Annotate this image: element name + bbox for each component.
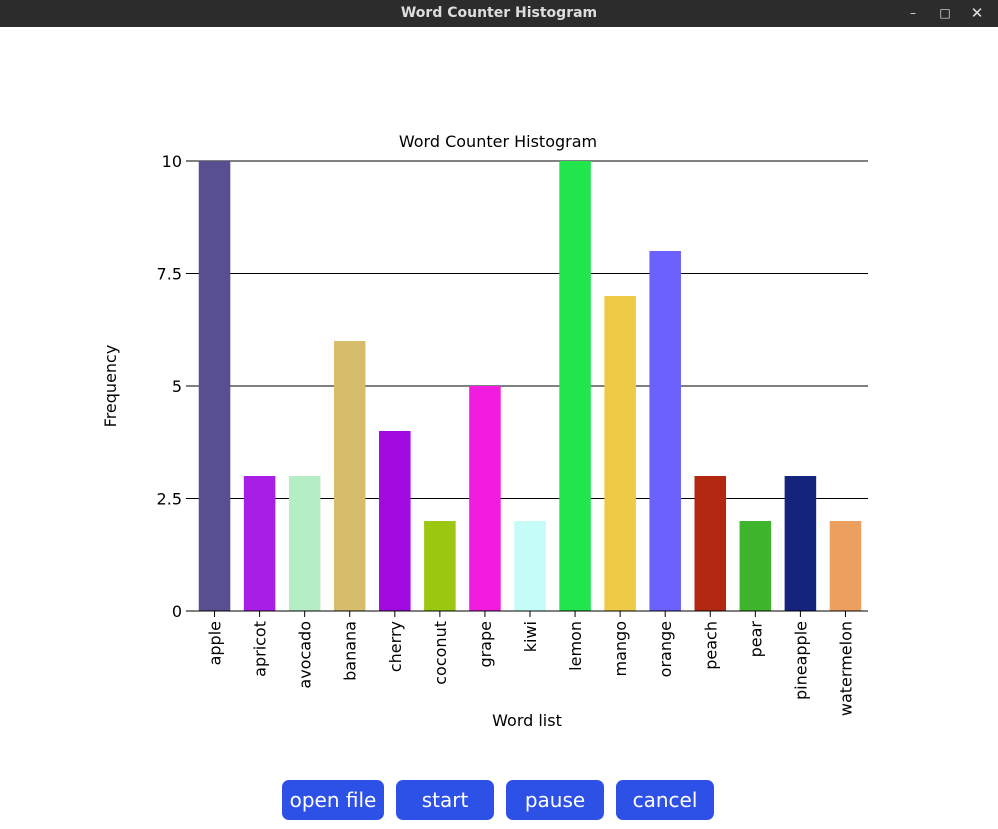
x-tick-label: peach (701, 621, 720, 670)
x-tick-label: apricot (251, 621, 270, 677)
chart-title: Word Counter Histogram (399, 132, 597, 151)
histogram-chart: Word Counter Histogram 02.557.510 apple a… (101, 132, 868, 730)
x-tick-label: orange (656, 621, 675, 677)
x-tick-label: pineapple (791, 621, 810, 700)
y-tick-label: 2.5 (157, 490, 182, 509)
bar-pineapple (784, 476, 817, 611)
bars (198, 161, 862, 611)
bar-coconut (424, 521, 456, 611)
bar-apple (198, 161, 231, 611)
bar-pear (739, 521, 772, 611)
x-tick-label: pear (746, 621, 765, 658)
x-tick-label: watermelon (836, 621, 855, 716)
x-tick-label: mango (611, 621, 630, 676)
open-file-button[interactable]: open file (282, 780, 384, 820)
x-tick-label: avocado (296, 621, 315, 689)
bar-grape (469, 386, 501, 611)
bar-kiwi (514, 521, 546, 611)
bar-watermelon (829, 521, 862, 611)
x-tick-label: banana (341, 621, 360, 681)
bar-peach (694, 476, 727, 611)
y-tick-label: 5 (172, 377, 182, 396)
close-icon[interactable]: ✕ (970, 4, 984, 22)
maximize-icon[interactable]: □ (939, 6, 951, 20)
minimize-icon[interactable]: – (910, 6, 916, 20)
x-tick-label: apple (206, 621, 225, 665)
x-tick-label: grape (476, 621, 495, 668)
bar-orange (649, 251, 681, 611)
x-tick-label: cherry (386, 621, 405, 672)
y-axis-ticks: 0 2.5 5 7.5 10 (157, 152, 192, 621)
x-tick-label: coconut (431, 621, 450, 685)
y-tick-label: 10 (162, 152, 182, 171)
y-tick-label: 7.5 (157, 265, 182, 284)
pause-button[interactable]: pause (506, 780, 604, 820)
control-buttons: open file start pause cancel (0, 780, 998, 820)
bar-cherry (379, 431, 411, 611)
start-button[interactable]: start (396, 780, 494, 820)
bar-banana (333, 341, 366, 611)
bar-apricot (243, 476, 276, 611)
x-axis-ticks: apple apricot avocado banana cherry coconut gr… (192, 610, 868, 716)
x-tick-label: kiwi (521, 621, 540, 652)
x-axis-label: Word list (492, 711, 562, 730)
window-title: Word Counter Histogram (400, 5, 598, 21)
y-tick-label: 0 (172, 602, 182, 621)
bar-lemon (559, 161, 591, 611)
bar-avocado (288, 476, 321, 611)
window-titlebar: Word Counter Histogram – □ ✕ (0, 0, 998, 27)
bar-mango (604, 296, 636, 611)
cancel-button[interactable]: cancel (616, 780, 714, 820)
x-tick-label: lemon (566, 621, 585, 671)
y-axis-label: Frequency (101, 345, 120, 428)
